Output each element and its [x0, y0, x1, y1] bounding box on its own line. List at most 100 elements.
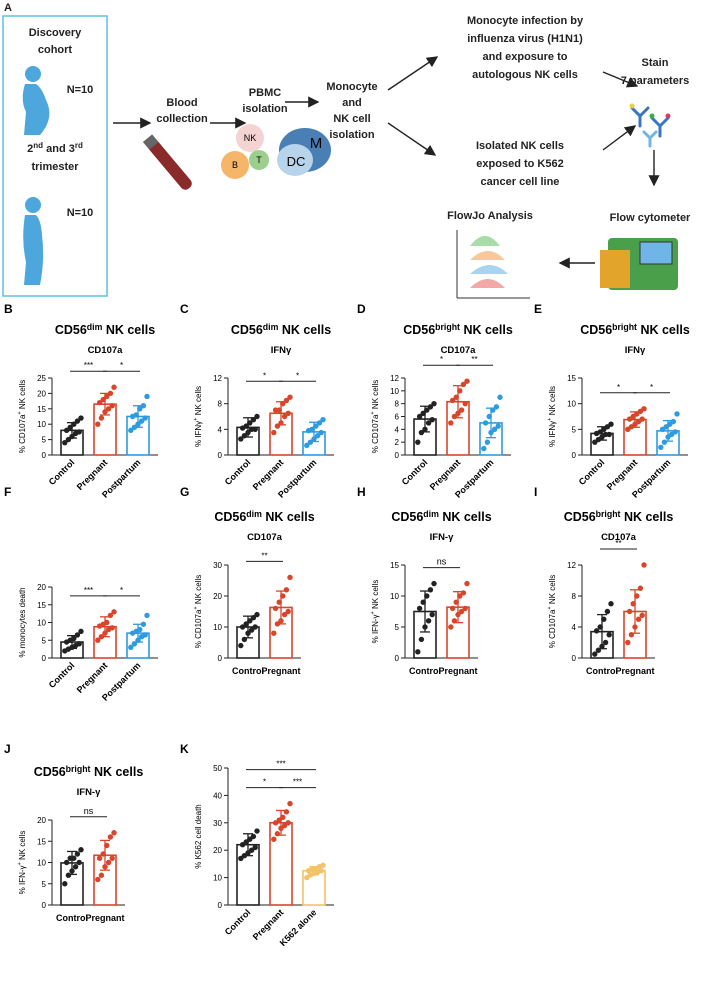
- data-point: [109, 855, 115, 861]
- y-tick-label: 10: [390, 592, 399, 601]
- error-bar: [276, 401, 286, 426]
- data-point: [62, 439, 68, 446]
- step-label: exposed to K562: [476, 158, 563, 170]
- data-point: [252, 624, 258, 630]
- step-label: Blood: [166, 97, 197, 109]
- y-tick-label: 10: [37, 420, 46, 429]
- data-point: [98, 415, 105, 421]
- error-bar: [420, 405, 430, 433]
- data-point: [464, 378, 470, 384]
- data-point: [144, 393, 150, 400]
- significance-label: *: [120, 361, 123, 370]
- data-point: [144, 612, 150, 619]
- data-point: [285, 410, 291, 416]
- data-point: [74, 851, 81, 857]
- significance-label: ns: [84, 806, 94, 816]
- chart-title: CD56dim NK cells: [391, 509, 491, 524]
- text-part: 2: [27, 143, 33, 155]
- text-part: NK cells: [18, 380, 27, 412]
- error-bar: [597, 613, 607, 650]
- y-axis-label: % CD107a+ NK cells: [547, 575, 557, 649]
- data-point: [76, 859, 82, 866]
- step-label: PBMC: [249, 87, 281, 99]
- y-axis-label: % CD107a+ NK cells: [17, 380, 27, 454]
- data-point: [128, 644, 134, 651]
- data-point: [287, 574, 293, 581]
- y-tick-label: 10: [37, 619, 46, 628]
- data-point: [431, 580, 437, 587]
- panel-label: I: [534, 485, 537, 499]
- y-tick-label: 2: [395, 438, 400, 447]
- error-bar: [630, 589, 640, 634]
- text-sup: bright: [435, 322, 460, 332]
- data-point: [448, 420, 454, 426]
- step-label: isolation: [329, 129, 375, 141]
- y-tick-label: 20: [213, 846, 222, 855]
- x-tick-label: Pregnant: [605, 457, 640, 492]
- error-bar: [67, 634, 77, 650]
- blood-tube: [142, 134, 192, 190]
- text-part: NK cells: [637, 323, 690, 337]
- data-point: [670, 418, 677, 425]
- y-tick-label: 0: [572, 451, 577, 460]
- chart-title: CD56bright NK cells: [403, 322, 513, 337]
- data-point: [76, 429, 82, 435]
- chart-subtitle: IFNγ: [625, 345, 646, 356]
- significance-label: *: [617, 383, 620, 392]
- y-tick-label: 10: [37, 859, 46, 868]
- y-tick-label: 5: [42, 880, 47, 889]
- x-tick-label: Pregnant: [75, 660, 110, 695]
- y-tick-label: 0: [42, 901, 47, 910]
- text-part: NK cells: [371, 380, 380, 412]
- data-point: [674, 411, 680, 417]
- chart-subtitle: IFN-γ: [77, 787, 101, 798]
- chart-panel: D CD56bright NK cells CD107a % CD107a+ NK c…: [357, 302, 513, 500]
- error-bar: [67, 850, 77, 876]
- cell-label: B: [232, 160, 238, 170]
- y-tick-label: 12: [567, 561, 576, 570]
- data-point: [140, 621, 147, 627]
- error-bar: [67, 422, 77, 439]
- panel-label: J: [4, 742, 11, 756]
- data-point: [238, 436, 244, 442]
- text-sup: dim: [246, 509, 262, 519]
- y-axis-label: % K562 cell death: [194, 804, 203, 869]
- error-bar: [133, 623, 143, 643]
- data-point: [635, 616, 642, 622]
- data-point: [592, 651, 598, 657]
- text-part: CD56: [34, 765, 66, 779]
- error-bar: [100, 839, 110, 871]
- text-sup: rd: [75, 141, 83, 150]
- data-point: [604, 608, 611, 615]
- x-tick-label: Control: [586, 666, 618, 676]
- significance-label: *: [120, 586, 123, 595]
- text-part: NK cells: [102, 323, 155, 337]
- y-axis-label: % IFNγ+ NK cells: [547, 386, 557, 447]
- text-part: NK cells: [262, 510, 315, 524]
- chart-panel: C CD56dim NK cells IFNγ % IFNγ+ NK cells 0 4 8…: [180, 302, 334, 500]
- text-sup: bright: [612, 322, 637, 332]
- data-point: [320, 417, 326, 423]
- data-point: [458, 407, 465, 413]
- significance-label: *: [650, 383, 653, 392]
- step-label: NK cell: [333, 113, 370, 125]
- y-tick-label: 8: [218, 400, 223, 409]
- text-sup: dim: [423, 509, 439, 519]
- significance-label: ***: [84, 586, 93, 595]
- y-tick-label: 0: [218, 901, 223, 910]
- error-bar: [243, 833, 253, 857]
- text-part: % IFN-γ: [18, 865, 27, 894]
- antibody-icon: [629, 103, 671, 148]
- text-sup: dim: [263, 322, 279, 332]
- data-point: [63, 427, 70, 434]
- arrow: [602, 125, 637, 151]
- x-tick-label: Pregnant: [251, 907, 286, 942]
- error-bar: [276, 590, 286, 625]
- panel-label: H: [357, 485, 366, 499]
- data-point: [418, 636, 425, 643]
- data-point: [427, 587, 434, 593]
- data-point: [272, 605, 279, 612]
- data-point: [608, 421, 614, 427]
- data-point: [78, 847, 84, 853]
- data-point: [248, 627, 255, 633]
